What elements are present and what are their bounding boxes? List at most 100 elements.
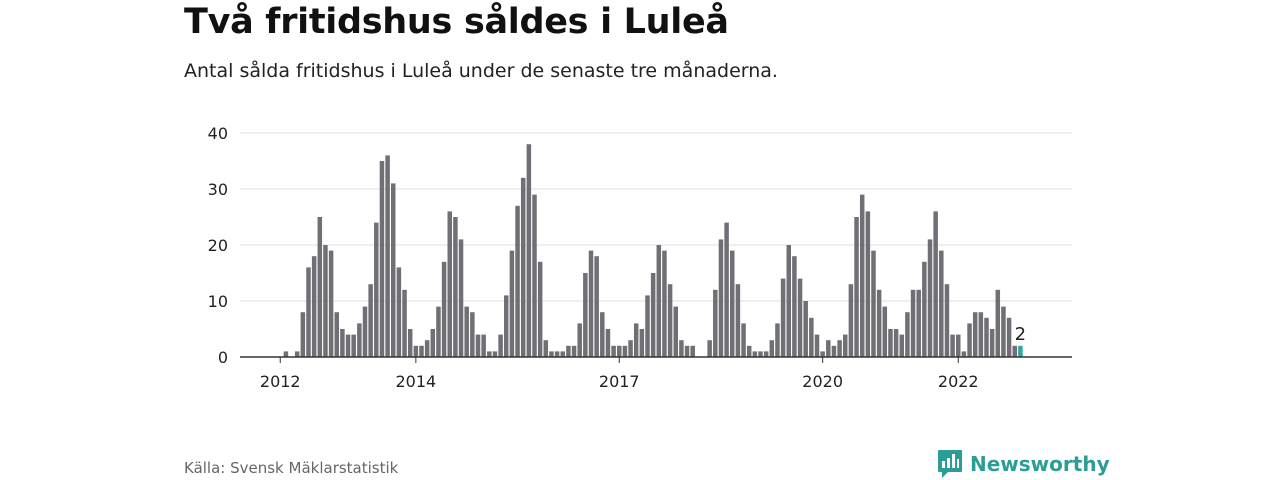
bar xyxy=(780,278,786,357)
bar xyxy=(758,351,763,357)
bar xyxy=(933,211,938,357)
bar xyxy=(515,205,520,357)
bar xyxy=(436,306,441,357)
x-axis-labels: 2012 2014 2017 2020 2022 xyxy=(260,357,979,391)
bar xyxy=(882,306,888,357)
bar xyxy=(950,334,955,357)
bar xyxy=(797,278,803,357)
bar xyxy=(746,345,752,357)
bar xyxy=(520,177,526,357)
bar xyxy=(803,301,808,357)
bar xyxy=(402,289,407,357)
bar xyxy=(792,256,797,357)
bar xyxy=(763,351,769,357)
bar xyxy=(639,329,645,357)
bar xyxy=(718,239,724,357)
bar xyxy=(989,329,995,357)
annotations: 2 xyxy=(1015,324,1026,345)
bar xyxy=(944,284,950,357)
bar xyxy=(752,351,758,357)
bar xyxy=(323,245,328,357)
bar xyxy=(775,323,780,357)
bar xyxy=(673,306,678,357)
bar xyxy=(583,273,588,357)
bar-chart: 0 10 20 30 40 2012 2014 2017 2020 2022 2 xyxy=(208,124,1072,391)
y-tick-label: 10 xyxy=(208,292,228,311)
bar xyxy=(605,329,611,357)
bar xyxy=(690,345,695,357)
x-tick-label: 2012 xyxy=(260,372,301,391)
bar xyxy=(730,250,735,357)
bar xyxy=(888,329,893,357)
chart-title: Två fritidshus såldes i Luleå xyxy=(184,2,729,42)
chart-subtitle: Antal sålda fritidshus i Luleå under de … xyxy=(184,60,778,82)
bar xyxy=(413,345,419,357)
bar xyxy=(549,351,554,357)
bar xyxy=(317,217,323,357)
last-value-label: 2 xyxy=(1015,324,1026,345)
bar xyxy=(543,340,549,357)
bar xyxy=(441,261,447,357)
bar xyxy=(407,329,413,357)
bar xyxy=(560,351,565,357)
bar xyxy=(656,245,662,357)
x-tick-label: 2022 xyxy=(938,372,979,391)
bar xyxy=(458,239,464,357)
bar xyxy=(447,211,452,357)
bar xyxy=(1006,317,1012,357)
bar xyxy=(707,340,712,357)
brand-logo[interactable]: Newsworthy xyxy=(937,449,1110,479)
bar xyxy=(893,329,899,357)
bar xyxy=(724,222,729,357)
bar xyxy=(492,351,498,357)
bar xyxy=(662,250,667,357)
bar xyxy=(617,345,622,357)
bar xyxy=(837,340,842,357)
bar xyxy=(571,345,577,357)
y-tick-label: 30 xyxy=(208,180,228,199)
bar xyxy=(526,144,532,357)
bar xyxy=(876,289,882,357)
bar xyxy=(978,312,984,357)
bar xyxy=(735,284,741,357)
bar xyxy=(679,340,684,357)
bar xyxy=(910,289,916,357)
bar xyxy=(487,351,492,357)
bar xyxy=(391,183,396,357)
bar xyxy=(633,323,639,357)
bar xyxy=(464,306,469,357)
bar xyxy=(961,351,967,357)
bar xyxy=(306,267,311,357)
bar xyxy=(809,317,814,357)
bar xyxy=(622,345,628,357)
y-tick-label: 40 xyxy=(208,124,228,143)
bar-highlight xyxy=(1018,345,1023,357)
bar xyxy=(537,261,543,357)
bar xyxy=(430,329,436,357)
bar xyxy=(362,306,368,357)
bar xyxy=(769,340,775,357)
bar xyxy=(554,351,560,357)
bar xyxy=(865,211,871,357)
bar xyxy=(294,351,300,357)
bar xyxy=(854,217,859,357)
x-tick-label: 2014 xyxy=(395,372,436,391)
bar xyxy=(984,317,989,357)
bar xyxy=(843,334,848,357)
bar xyxy=(899,334,904,357)
gridlines xyxy=(240,132,1072,302)
source-note: Källa: Svensk Mäklarstatistik xyxy=(184,459,399,477)
bar xyxy=(922,261,927,357)
bar xyxy=(368,284,373,357)
y-tick-label: 0 xyxy=(218,348,228,367)
x-tick-label: 2020 xyxy=(802,372,843,391)
bar xyxy=(967,323,972,357)
bar xyxy=(470,312,475,357)
bar xyxy=(588,250,594,357)
bar xyxy=(311,256,317,357)
bar xyxy=(566,345,571,357)
bar xyxy=(972,312,978,357)
bar xyxy=(1012,345,1017,357)
bar xyxy=(498,334,503,357)
bar xyxy=(509,250,515,357)
